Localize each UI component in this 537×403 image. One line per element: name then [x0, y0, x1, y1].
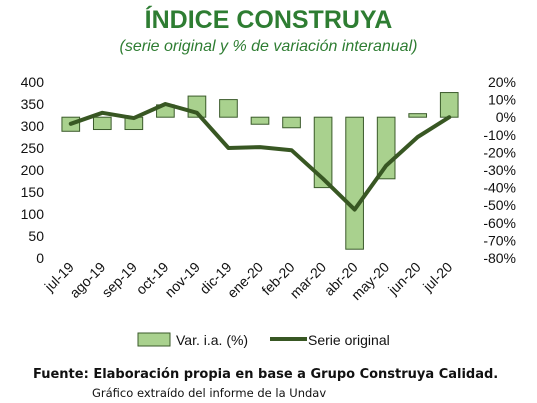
chart-subtitle: (serie original y % de variación interan… [119, 38, 418, 55]
legend-label-bars: Var. i.a. (%) [176, 332, 248, 348]
bar-mar-20 [313, 116, 333, 189]
legend: Var. i.a. (%) Serie original [137, 332, 390, 348]
x-tick-label: sep-19 [98, 259, 140, 301]
right-axis-ticks: -80% -70%-60% -50%-40% -30% -20%-10% 0%10% 20% [483, 74, 516, 266]
bar-ago-19 [92, 116, 112, 131]
left-tick-label: 350 [21, 96, 45, 112]
right-tick-label: -70% [483, 232, 516, 248]
x-axis-ticks: jul-19ago-19sep-19oct-19nov-19dic-19ene-… [41, 259, 456, 303]
left-tick-label: 300 [21, 118, 45, 134]
extraction-note: Gráfico extraído del informe de la Undav [92, 386, 327, 400]
left-tick-label: 0 [36, 250, 44, 266]
right-tick-label: -10% [483, 127, 516, 143]
right-tick-label: 0% [496, 109, 516, 125]
chart-title: ÍNDICE CONSTRUYA [144, 6, 393, 34]
bar-may-20 [376, 116, 396, 180]
x-tick-label: ene-20 [224, 259, 266, 301]
left-tick-label: 250 [21, 140, 45, 156]
x-tick-label: ago-19 [66, 259, 108, 301]
bar-ene-20 [250, 116, 270, 125]
x-tick-label: nov-19 [161, 259, 203, 301]
right-tick-label: -60% [483, 215, 516, 231]
x-tick-label: mar-20 [287, 259, 330, 302]
bar-abr-20 [345, 116, 364, 250]
right-tick-label: 10% [488, 92, 516, 108]
left-tick-label: 100 [21, 206, 45, 222]
bar-series [61, 92, 459, 250]
bar-jun-20 [408, 113, 428, 118]
legend-label-line: Serie original [308, 332, 390, 348]
bar-dic-19 [219, 99, 238, 118]
right-tick-label: -20% [483, 144, 516, 160]
right-tick-label: -80% [483, 250, 516, 266]
legend-bar-swatch [137, 332, 171, 347]
left-tick-label: 200 [21, 162, 45, 178]
source-note: Fuente: Elaboración propia en base a Gru… [33, 367, 499, 382]
right-tick-label: -40% [483, 180, 516, 196]
right-tick-label: -30% [483, 162, 516, 178]
bar-feb-20 [282, 116, 301, 129]
x-tick-label: jun-20 [384, 259, 424, 299]
right-tick-label: 20% [488, 74, 516, 90]
left-axis-ticks: 0 50 100 150 200 250 300 350 400 [21, 74, 45, 266]
left-tick-label: 50 [28, 228, 44, 244]
line-series [68, 102, 452, 212]
left-tick-label: 150 [21, 184, 45, 200]
left-tick-label: 400 [21, 74, 45, 90]
bar-jul-20 [439, 92, 459, 118]
x-tick-label: jul-20 [419, 259, 455, 295]
right-tick-label: -50% [483, 197, 516, 213]
